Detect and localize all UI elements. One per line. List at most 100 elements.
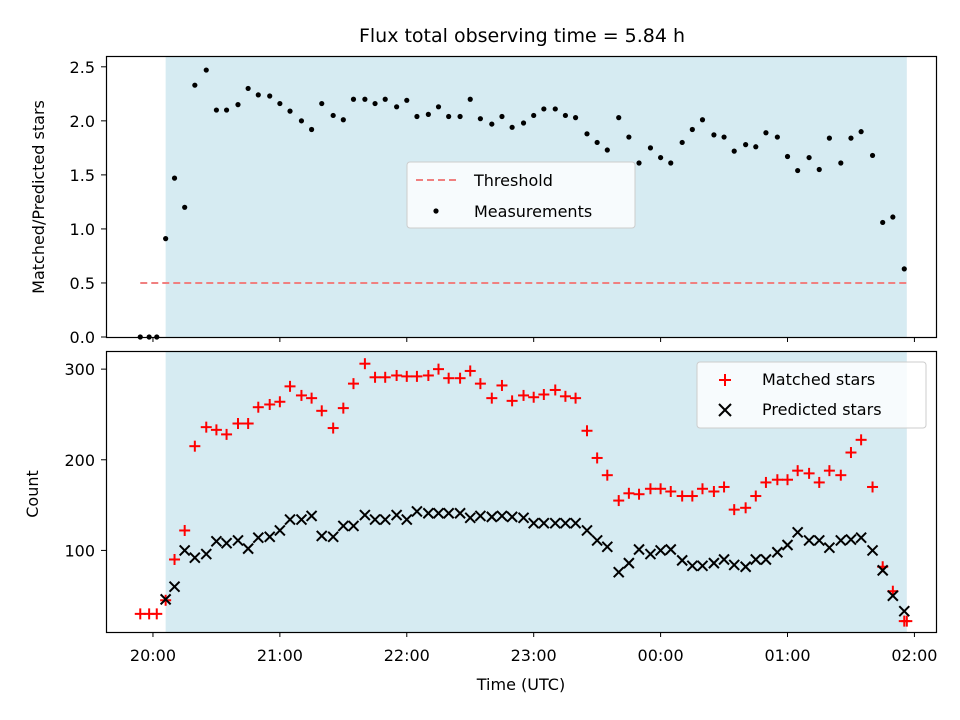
measurement-point	[362, 96, 368, 102]
matched-star-point	[591, 452, 603, 464]
predicted-star-point	[866, 544, 879, 557]
measurement-point	[330, 112, 336, 119]
matched-star-point	[221, 428, 233, 440]
measurement-point	[404, 97, 410, 103]
legend-matched-label: Matched stars	[762, 370, 875, 389]
predicted-x-b	[686, 560, 699, 572]
matched-star-point	[644, 483, 656, 495]
predicted-star-point	[686, 560, 699, 572]
predicted-star-point	[739, 561, 752, 573]
predicted-star-point	[527, 517, 540, 529]
predicted-star-point	[855, 532, 867, 544]
measurement-point	[880, 219, 886, 226]
matched-star-point	[771, 474, 783, 486]
predicted-x-b	[845, 533, 857, 546]
matched-star-point	[169, 553, 181, 565]
matched-star-point	[633, 488, 645, 500]
measurement-point	[435, 104, 442, 110]
predicted-star-point	[432, 507, 445, 519]
predicted-x-b	[284, 513, 296, 526]
predicted-x-b	[696, 560, 709, 572]
matched-star-point	[708, 486, 720, 497]
matched-star-point	[411, 370, 423, 382]
predicted-x-b	[549, 517, 561, 529]
predicted-x-b	[442, 507, 455, 519]
measurement-point	[163, 236, 169, 242]
legend-measurements-label: Measurements	[474, 202, 592, 221]
matched-star-point	[760, 476, 772, 488]
measurement-point	[350, 96, 357, 102]
measurement-point	[636, 160, 642, 166]
measurement-point	[679, 139, 685, 146]
top-legend: Threshold Measurements	[406, 161, 636, 229]
predicted-x-b	[781, 539, 794, 551]
predicted-star-point	[696, 560, 709, 572]
predicted-star-point	[876, 564, 889, 577]
measurement-point	[552, 106, 558, 112]
predicted-star-point	[496, 510, 508, 522]
bottom-panel: 100 200 300 20:00 21:00 22:00 23:00 00:00 01:00…	[23, 350, 937, 694]
legend-predicted-label: Predicted stars	[762, 400, 882, 419]
predicted-x-b	[411, 505, 423, 518]
predicted-x-b	[527, 517, 540, 529]
measurement-point	[541, 106, 547, 112]
predicted-star-point	[486, 511, 498, 523]
measurement-point	[616, 115, 622, 121]
bottom-ytick-label: 200	[64, 451, 95, 470]
predicted-star-point	[835, 534, 847, 547]
measurement-point	[382, 96, 388, 102]
predicted-star-point	[654, 544, 667, 557]
predicted-x-b	[432, 507, 445, 519]
matched-star-point	[327, 422, 339, 434]
measurement-point	[182, 204, 188, 210]
matched-star-point	[696, 483, 708, 495]
predicted-x-b	[665, 543, 677, 556]
predicted-x-b	[242, 542, 254, 555]
measurement-point	[658, 154, 664, 161]
predicted-x-b	[232, 534, 244, 547]
bottom-legend: Matched stars Predicted stars	[696, 361, 927, 429]
predicted-x-b	[337, 520, 350, 532]
matched-star-point	[464, 365, 476, 377]
predicted-x-b	[390, 509, 403, 521]
legend-matched-swatch	[719, 374, 731, 386]
predicted-x-b	[887, 590, 899, 602]
matched-star-point	[901, 615, 913, 627]
measurement-point	[287, 108, 293, 114]
predicted-star-point	[454, 507, 466, 519]
predicted-star-point	[708, 557, 720, 569]
predicted-x-b	[464, 512, 476, 524]
predicted-star-point	[168, 580, 181, 593]
predicted-star-point	[633, 543, 645, 556]
matched-star-point	[151, 608, 163, 620]
matched-star-point	[549, 384, 561, 396]
predicted-star-point	[559, 517, 572, 529]
predicted-star-point	[845, 533, 857, 546]
predicted-x-b	[359, 509, 371, 521]
measurement-point	[255, 92, 261, 98]
top-ytick-label: 1.0	[70, 220, 95, 239]
predicted-star-point	[803, 534, 815, 547]
predicted-star-point	[813, 534, 825, 547]
predicted-x-b	[200, 548, 212, 560]
top-legend-box	[406, 161, 636, 229]
predicted-star-point	[464, 512, 476, 524]
predicted-star-point	[781, 539, 794, 551]
predicted-x-b	[379, 513, 391, 526]
x-tick-label: 01:00	[764, 646, 810, 665]
top-axes-frame	[105, 55, 938, 339]
predicted-star-point	[305, 510, 318, 522]
measurement-point	[520, 120, 527, 126]
predicted-x-b	[506, 511, 518, 523]
x-tick-label: 02:00	[891, 646, 937, 665]
predicted-x-b	[369, 513, 381, 526]
measurement-point	[203, 67, 209, 73]
predicted-x-b	[178, 544, 191, 557]
predicted-x-b	[760, 553, 772, 566]
predicted-star-point	[791, 526, 804, 538]
matched-star-point	[242, 418, 254, 430]
matched-star-point	[316, 405, 328, 417]
measurement-point	[298, 118, 305, 124]
predicted-star-point	[760, 553, 772, 566]
